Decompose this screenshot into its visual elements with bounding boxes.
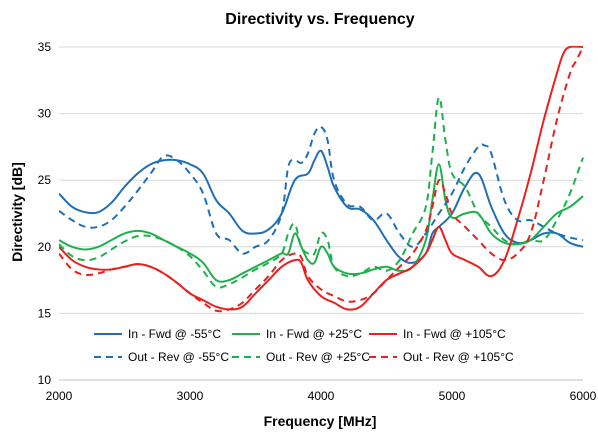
legend-item: In - Fwd @ -55°C [94,327,221,341]
legend-item: In - Fwd @ +105°C [369,327,506,341]
series-line-4 [59,125,584,255]
legend-item: Out - Rev @ +25°C [232,350,370,364]
legend-item: Out - Rev @ +105°C [369,350,514,364]
legend-item: In - Fwd @ +25°C [232,327,362,341]
y-axis-title: Directivity [dB] [9,162,25,262]
x-tick-label: 5000 [439,389,466,403]
series-line-1 [59,149,584,264]
legend-label: In - Fwd @ -55°C [128,327,221,341]
legend-label: Out - Rev @ +105°C [403,350,514,364]
legend-item: Out - Rev @ -55°C [94,350,229,364]
series-line-6 [59,46,584,313]
legend-label: Out - Rev @ -55°C [128,350,229,364]
series-line-3 [59,46,584,311]
y-tick-labels: 10 15 20 25 30 35 [38,40,52,387]
series-line-5 [59,96,584,289]
legend: In - Fwd @ -55°C In - Fwd @ +25°C In - Fwd… [94,327,514,364]
x-axis-title: Frequency [MHz] [264,413,377,429]
series-layer [59,46,584,313]
y-tick-label: 25 [38,173,52,187]
y-tick-label: 30 [38,107,52,121]
y-tick-label: 10 [38,373,52,387]
chart-title: Directivity vs. Frequency [225,11,415,28]
legend-label: Out - Rev @ +25°C [266,350,370,364]
x-tick-label: 4000 [308,389,335,403]
y-tick-label: 35 [38,40,52,54]
y-tick-label: 15 [38,306,52,320]
legend-label: In - Fwd @ +25°C [266,327,362,341]
x-tick-labels: 2000 3000 4000 5000 6000 [46,389,597,403]
y-tick-label: 20 [38,240,52,254]
x-tick-label: 6000 [570,389,597,403]
x-tick-label: 3000 [177,389,204,403]
x-tick-label: 2000 [46,389,73,403]
legend-label: In - Fwd @ +105°C [403,327,506,341]
